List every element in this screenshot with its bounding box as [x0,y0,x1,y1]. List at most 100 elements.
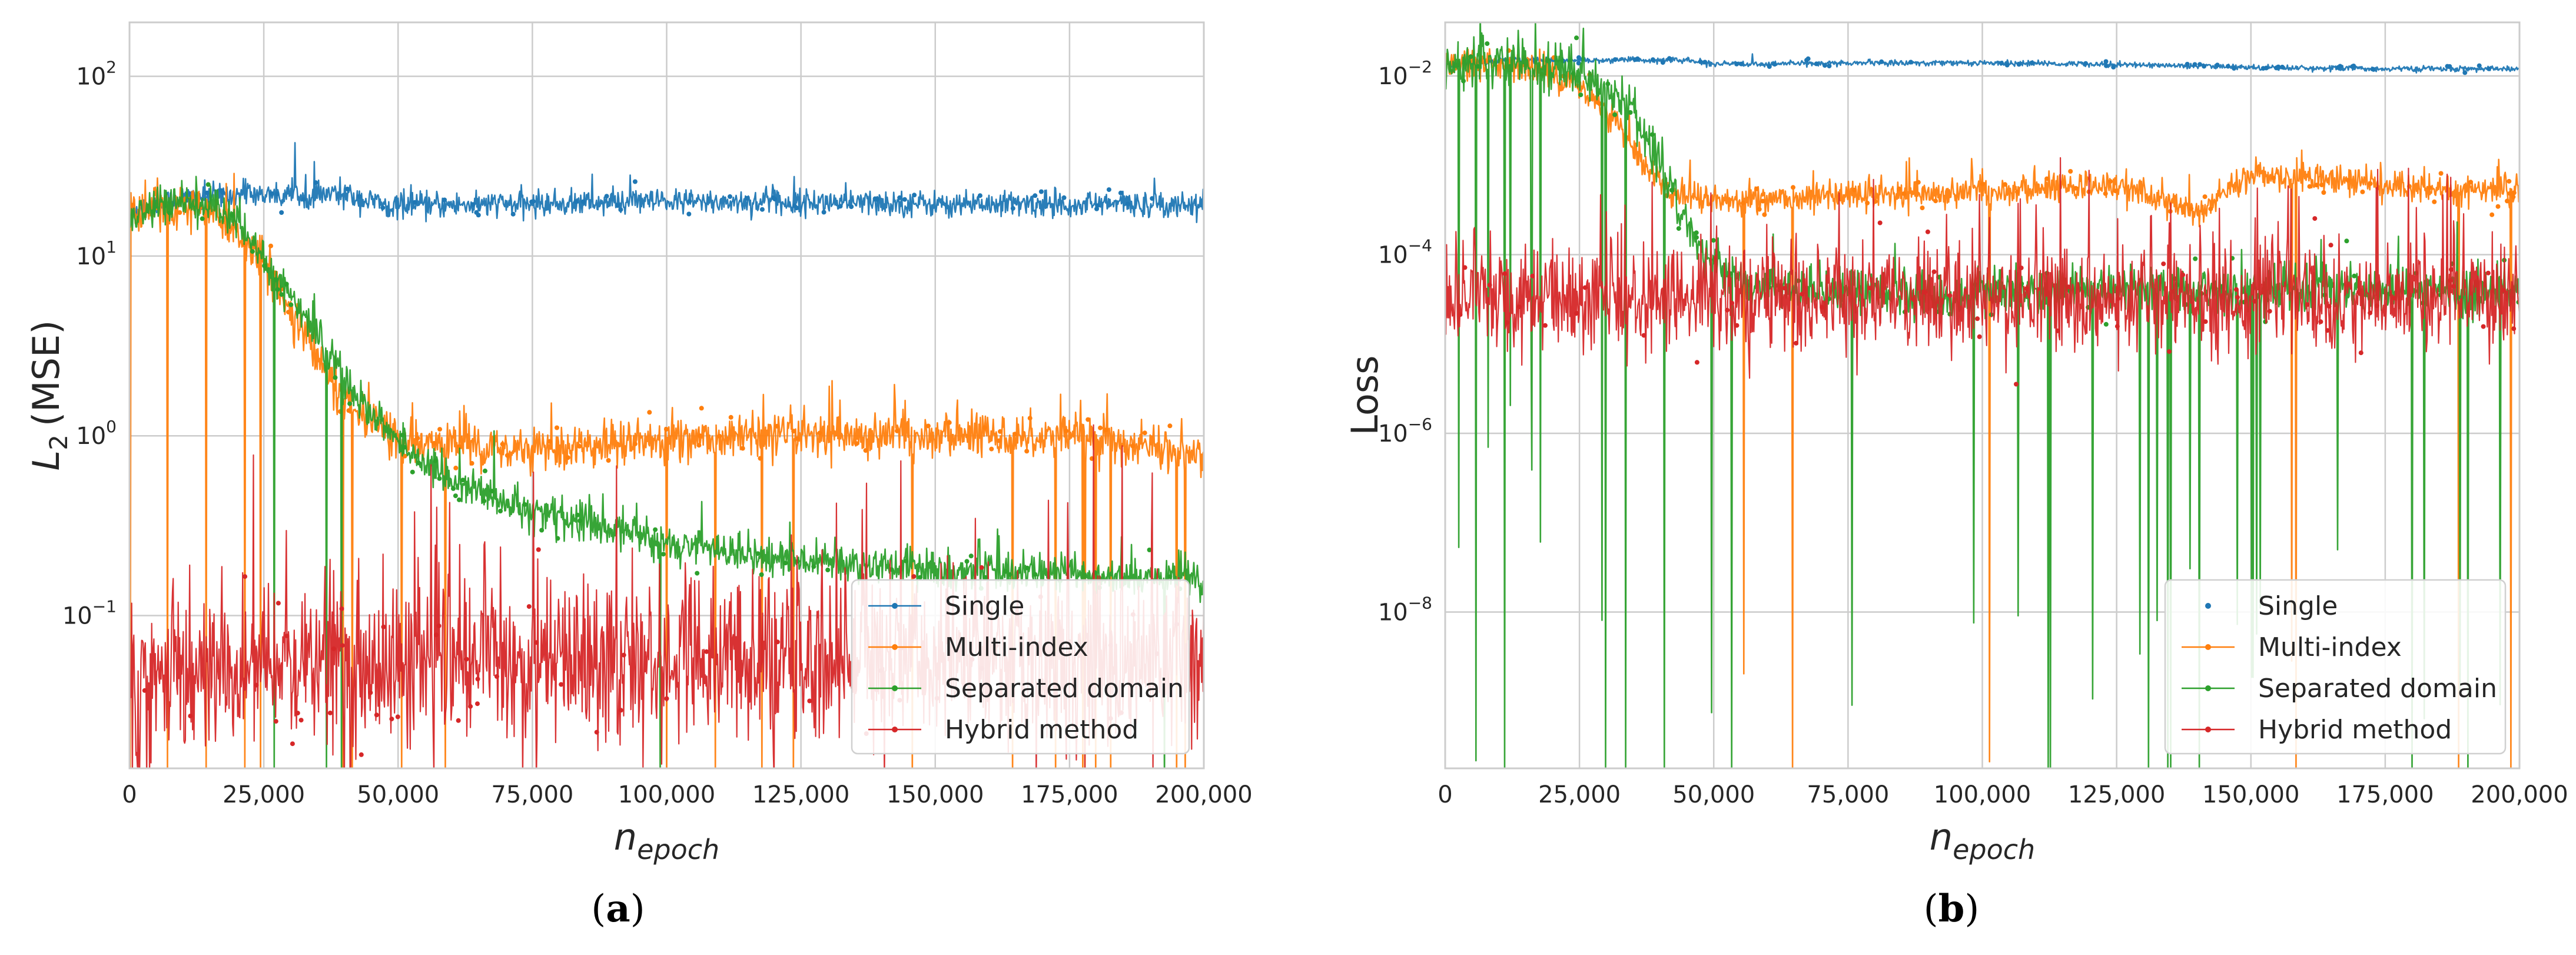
series-marker [947,420,952,425]
series-marker [2345,178,2351,183]
series-marker [469,460,474,466]
series-marker [2319,183,2324,187]
series-marker [2374,303,2379,309]
series-marker [2462,70,2468,75]
series-marker [457,497,462,502]
series-marker [1033,572,1038,577]
series-marker [274,191,280,197]
series-marker [2358,350,2363,356]
series-marker [1694,360,1699,365]
y-tick-label: 10−4 [1378,236,1432,269]
x-tick-label: 200,000 [2471,781,2568,808]
series-marker [1908,59,1913,65]
series-marker [794,205,799,211]
series-marker [2103,191,2108,196]
series-marker [698,433,703,439]
series-marker [2003,182,2008,187]
plot-area-b [1445,22,2519,768]
x-axis-label: nepoch [1930,815,2035,866]
series-marker [142,688,147,693]
x-tick-label: 50,000 [357,781,439,808]
series-marker [279,210,284,215]
series-marker [1767,64,1772,69]
series-marker [2507,178,2512,184]
series-marker [775,639,780,645]
axes-frame [128,21,1205,770]
legend-label: Hybrid method [945,715,1138,745]
series-marker [728,194,732,199]
series-marker [2447,64,2452,69]
series-marker [1595,100,1600,105]
series-marker [395,714,400,719]
series-marker [1487,283,1492,288]
series-marker [331,646,336,651]
series-marker [500,442,505,447]
series-marker [1772,62,1777,67]
y-tick-label: 10−8 [1378,593,1432,626]
series-marker [559,682,564,687]
series-marker [167,210,172,215]
series-marker [262,263,267,268]
series-marker [2338,64,2343,69]
series-marker [2019,266,2024,270]
x-tick-label: 0 [1438,781,1452,808]
series-marker [453,465,459,470]
series-marker [621,652,626,658]
series-marker [2232,66,2236,71]
series-marker [1502,271,1508,276]
series-marker [1142,430,1147,436]
legend-marker [2205,644,2211,650]
series-marker [475,701,480,707]
legend-box [2164,579,2507,755]
series-marker [1669,188,1674,193]
series-marker [402,445,407,450]
series-marker [1794,340,1799,346]
series-marker [1977,334,1982,339]
series-marker [744,195,749,201]
series-marker [269,191,274,196]
series-marker [2432,199,2437,204]
series-marker [374,712,379,718]
series-marker [1762,212,1767,217]
legend-label: Separated domain [945,674,1184,704]
series-marker [2368,181,2373,186]
series-marker [1125,201,1130,207]
series-marker [358,752,364,757]
series-marker [1867,286,1873,291]
series-marker [1061,195,1067,200]
series-marker [2068,169,2073,174]
legend-marker [2205,685,2211,691]
series-marker [345,187,350,191]
series-marker [2202,64,2207,69]
series-marker [997,438,1002,443]
series-marker [2325,328,2330,333]
x-tick-label: 25,000 [223,781,305,808]
series-marker [1916,180,1921,185]
series-marker [1574,311,1579,316]
series-marker [615,203,620,208]
series-marker [594,729,599,735]
series-marker [795,436,800,441]
series-marker [150,209,155,214]
series-marker [2350,64,2355,69]
series-marker [2280,64,2285,69]
y-tick-label: 10−2 [1378,57,1432,90]
series-marker [653,527,658,532]
series-marker [2202,194,2207,200]
series-marker [775,423,779,429]
series-marker [1612,112,1618,117]
series-marker [897,195,902,200]
series-marker [2234,287,2239,292]
series-marker [821,210,826,215]
series-marker [219,188,224,193]
series-marker [2235,294,2240,300]
series-marker [340,643,345,648]
series-marker [1582,285,1588,290]
y-tick-label: 101 [76,237,117,270]
series-marker [313,180,318,185]
series-line-hybrid-method [1445,157,2519,379]
series-marker [912,193,917,198]
y-tick-label: 10−6 [1378,415,1432,447]
series-marker [660,552,666,557]
